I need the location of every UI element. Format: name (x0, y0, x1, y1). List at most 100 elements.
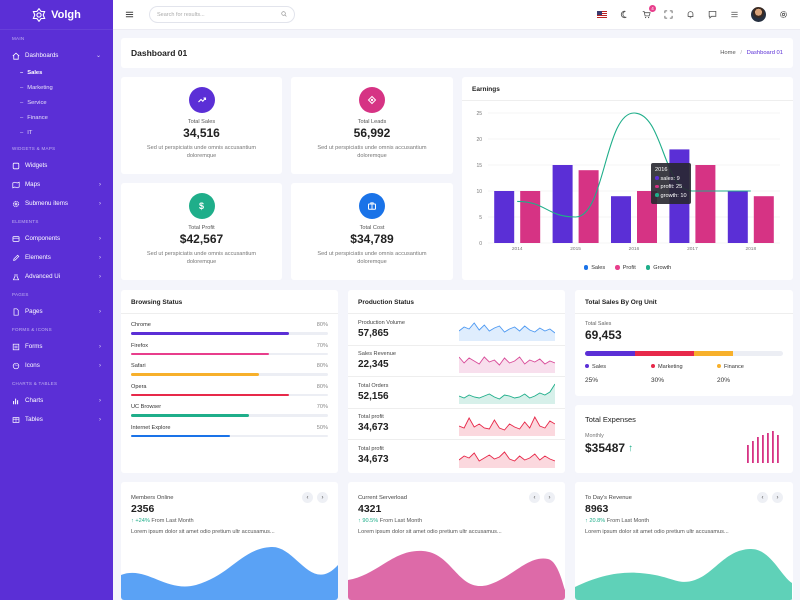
sub-label: Service (27, 99, 47, 106)
palette-icon (12, 362, 20, 370)
production-status-card: Production Status Production Volume 57,86… (348, 290, 565, 473)
change-value: 90.5% (362, 518, 379, 524)
x-tick-label: 2016 (629, 246, 640, 252)
sidebar-sub-it[interactable]: – IT (0, 125, 113, 140)
todays-revenue-card: To Day's Revenue ‹ › 8963 ↑ 20.8% From Las… (575, 482, 793, 600)
sidebar-item-charts[interactable]: Charts › (0, 391, 113, 410)
x-tick-label: 2017 (687, 246, 698, 252)
message-icon[interactable] (707, 10, 717, 20)
bar-sales (494, 191, 515, 243)
org-unit-pct: 20% (717, 377, 731, 384)
browser-progress-track (131, 434, 328, 437)
prev-button[interactable]: ‹ (529, 492, 540, 503)
sidebar-item-pages[interactable]: Pages › (0, 302, 113, 321)
production-sparkline (459, 384, 555, 405)
browser-progress-track (131, 332, 328, 335)
browser-pct: 80% (316, 363, 328, 369)
widgets-icon (12, 162, 20, 170)
topbar: 4 (113, 0, 800, 30)
settings-gear-icon[interactable] (778, 10, 788, 20)
next-button[interactable]: › (772, 492, 783, 503)
arrow-up-icon: ↑ (131, 518, 136, 524)
browser-name: Internet Explore (131, 424, 171, 431)
sparkline-line (459, 451, 555, 462)
sidebar-sub-sales[interactable]: – Sales (0, 65, 113, 80)
sparkline-area (459, 356, 555, 373)
bar-profit (637, 191, 657, 243)
browser-row: Safari 80% (121, 363, 338, 376)
sidebar-item-elements[interactable]: Elements › (0, 248, 113, 267)
sidebar-item-dashboards[interactable]: Dashboards ⌄ (0, 46, 113, 65)
sidebar-item-icons[interactable]: Icons › (0, 356, 113, 375)
breadcrumb-home[interactable]: Home (720, 50, 736, 56)
next-button[interactable]: › (544, 492, 555, 503)
flag-icon[interactable] (597, 10, 607, 20)
browsing-title: Browsing Status (121, 290, 338, 314)
brand-name: Volgh (51, 8, 81, 21)
brand-logo[interactable]: Volgh (0, 0, 113, 30)
sidebar-item-components[interactable]: Components › (0, 229, 113, 248)
production-label: Total profit (358, 446, 384, 453)
flask-icon (12, 273, 20, 281)
bar-profit (578, 170, 599, 243)
sidebar-item-advanced-ui[interactable]: Advanced Ui › (0, 267, 113, 286)
dash-icon: – (20, 114, 24, 121)
legend-item-sales[interactable]: Sales (583, 265, 605, 271)
cart-icon[interactable]: 4 (641, 4, 656, 20)
spark-bar (752, 441, 754, 463)
stat-card-total-profit: $ Total Profit $42,567 Sed ut perspiciat… (121, 183, 282, 280)
chevron-right-icon: › (99, 235, 101, 242)
legend-item-profit[interactable]: Profit (615, 265, 636, 271)
org-title: Total Sales By Org Unit (575, 290, 793, 314)
browser-pct: 70% (316, 404, 328, 410)
search-input[interactable] (157, 11, 281, 18)
x-tick-label: 2018 (745, 246, 756, 252)
list-icon[interactable] (729, 10, 739, 20)
spark-bar (747, 445, 749, 463)
chevron-right-icon: › (99, 273, 101, 280)
sidebar-item-tables[interactable]: Tables › (0, 410, 113, 429)
sidebar-sub-service[interactable]: – Service (0, 95, 113, 110)
next-button[interactable]: › (317, 492, 328, 503)
chevron-right-icon: › (99, 416, 101, 423)
sidebar-sub-finance[interactable]: – Finance (0, 110, 113, 125)
fullscreen-icon[interactable] (663, 10, 673, 20)
sparkline-line (459, 384, 555, 400)
sidebar-item-label: Forms (25, 343, 43, 350)
browsing-list: Chrome 80% Firefox 70% Safari 80% Opera 80% UC B… (121, 322, 338, 437)
expenses-value: $35487 (585, 441, 626, 455)
sidebar-item-forms[interactable]: Forms › (0, 337, 113, 356)
chevron-right-icon: › (99, 397, 101, 404)
sidebar-item-maps[interactable]: Maps › (0, 175, 113, 194)
sidebar-item-widgets[interactable]: Widgets (0, 156, 113, 175)
search-icon[interactable] (281, 10, 287, 19)
prev-button[interactable]: ‹ (757, 492, 768, 503)
spark-bar (757, 437, 759, 463)
dash-icon: – (20, 69, 24, 76)
sidebar-item-label: Elements (25, 254, 51, 261)
sidebar-sub-marketing[interactable]: – Marketing (0, 80, 113, 95)
bell-icon[interactable] (685, 10, 695, 20)
tooltip-sales: sales: 9 (660, 175, 680, 182)
sparkline-line (459, 356, 555, 366)
chevron-right-icon: › (99, 343, 101, 350)
moon-icon[interactable] (619, 10, 629, 20)
sidebar-item-submenu[interactable]: Submenu items › (0, 194, 113, 213)
chevron-right-icon: › (99, 181, 101, 188)
section-label-main: MAIN (12, 36, 25, 41)
avatar[interactable] (751, 7, 766, 22)
bar-profit (520, 191, 541, 243)
bar-sales (552, 165, 573, 243)
expenses-label: Monthly (585, 433, 604, 439)
menu-toggle-icon[interactable] (125, 10, 135, 20)
prev-button[interactable]: ‹ (302, 492, 313, 503)
sparkline-area (459, 323, 555, 342)
map-icon (12, 181, 20, 189)
chevron-right-icon: › (99, 200, 101, 207)
stat-card-total-leads: Total Leads 56,992 Sed ut perspiciatis u… (291, 77, 453, 174)
legend-item-growth[interactable]: Growth (645, 265, 671, 271)
briefcase-icon (359, 193, 385, 219)
bottom-card-desc: Lorem ipsum dolor sit amet odio pretium … (131, 529, 275, 535)
org-legend-item: Finance 20% (717, 364, 783, 384)
org-bar-segment (634, 351, 694, 356)
